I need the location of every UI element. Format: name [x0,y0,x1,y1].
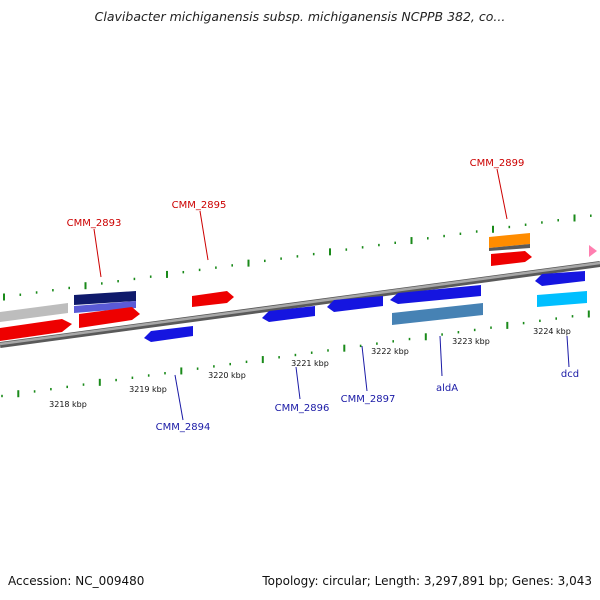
gene-arrow[interactable] [79,307,140,328]
forward-features [0,233,597,341]
gene-arrow[interactable] [74,301,136,313]
gene-arrow-cmm-2896[interactable] [262,306,315,322]
gene-label-cmm-2895[interactable]: CMM_2895 [172,200,227,211]
gene-label-cmm-2893[interactable]: CMM_2893 [67,218,122,229]
gene-arrow-cmm-2895[interactable] [192,291,234,307]
scale-label: 3221 kbp [291,359,329,368]
gene-label-cmm-2894[interactable]: CMM_2894 [156,422,211,433]
scale-label: 3224 kbp [533,327,571,336]
gene-arrow-cmm-2894[interactable] [144,326,193,342]
map-title: Clavibacter michiganensis subsp. michiga… [94,9,506,24]
scale-label: 3218 kbp [49,400,87,409]
gene-label-alda[interactable]: aldA [436,383,458,394]
gene-label-cmm-2899[interactable]: CMM_2899 [470,158,525,169]
label-leaders [93,168,570,421]
cyan-feature[interactable] [537,291,587,307]
gene-arrow[interactable] [390,285,481,304]
gene-arrow[interactable] [74,291,136,305]
rna-feature-cmm-2899[interactable] [489,233,530,248]
gene-arrow-alda[interactable] [392,303,483,325]
pink-marker [589,245,597,257]
gene-arrow[interactable] [491,251,532,266]
scale-label: 3219 kbp [129,385,167,394]
tick-row-upper [3,214,592,301]
scale-label: 3220 kbp [208,371,246,380]
grey-feature[interactable] [0,303,68,322]
gene-arrow-cmm-2897[interactable] [327,296,383,312]
genome-backbone [0,261,600,348]
genome-summary: Topology: circular; Length: 3,297,891 bp… [262,574,592,588]
tick-row-lower [1,310,590,398]
reverse-features [144,271,587,342]
accession-text: Accession: NC_009480 [8,574,145,588]
gene-label-cmm-2897[interactable]: CMM_2897 [341,394,396,405]
gene-arrow-dcd[interactable] [535,271,585,286]
gene-label-cmm-2896[interactable]: CMM_2896 [275,403,330,414]
gene-arrow-cmm-2893[interactable] [0,319,72,341]
scale-label: 3223 kbp [452,337,490,346]
gene-label-dcd[interactable]: dcd [561,369,579,380]
scale-label: 3222 kbp [371,347,409,356]
rna-feature-shadow [489,244,530,251]
